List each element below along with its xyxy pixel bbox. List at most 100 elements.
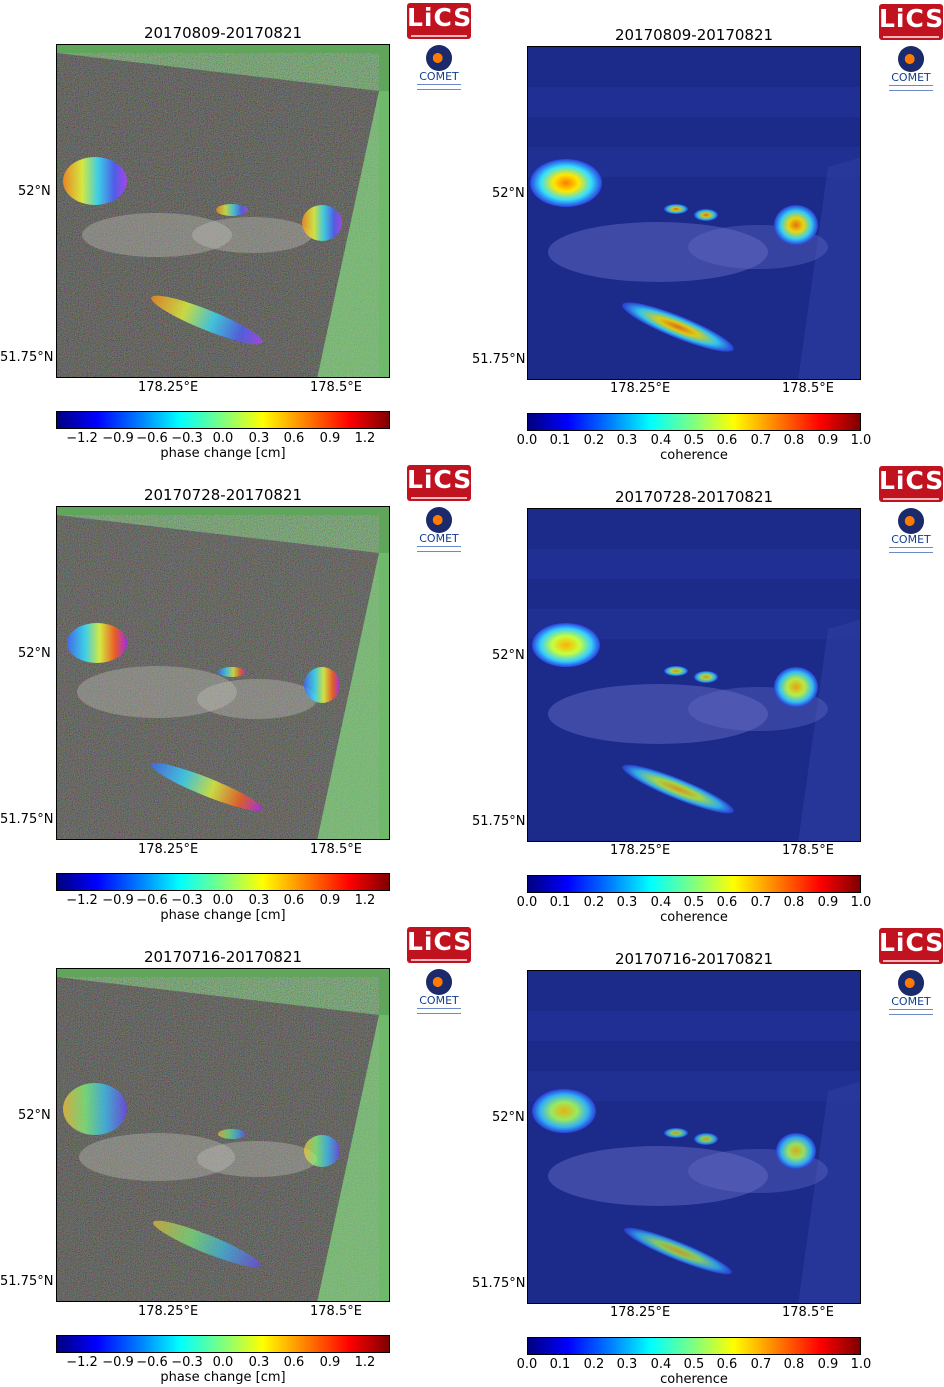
colorbar-tick: −0.6 xyxy=(136,1355,168,1370)
coherence-panel-title: 20170716-20170821 xyxy=(614,950,774,968)
colorbar-tick: 0.6 xyxy=(716,895,738,910)
phase-map-image xyxy=(57,45,389,377)
colorbar-tick: −1.2 xyxy=(66,431,98,446)
lat-tick: 51.75°N xyxy=(472,814,526,829)
coherence-map-image xyxy=(528,47,860,379)
phase-map-image xyxy=(57,969,389,1301)
colorbar-tick: 0.6 xyxy=(283,893,305,908)
lat-tick: 51.75°N xyxy=(472,352,526,367)
lics-logo-text: LiCS xyxy=(407,465,473,494)
colorbar-tick: 0.0 xyxy=(516,433,538,448)
colorbar-tick: 0.9 xyxy=(319,893,341,908)
comet-logo-text: COMET xyxy=(419,532,459,545)
colorbar-tick: 0.3 xyxy=(616,433,638,448)
lics-logo-text: LiCS xyxy=(879,4,944,33)
comet-logo: COMET xyxy=(411,507,467,559)
colorbar-tick: −1.2 xyxy=(66,893,98,908)
colorbar-tick: 0.0 xyxy=(212,431,234,446)
coherence-map-image xyxy=(528,509,860,841)
colorbar-tick: 0.4 xyxy=(650,895,672,910)
colorbar-tick: −0.6 xyxy=(136,431,168,446)
colorbar-tick: 0.0 xyxy=(516,1357,538,1372)
comet-logo-text: COMET xyxy=(891,71,931,84)
coherence-colorbar-ticks: 0.0 0.1 0.2 0.3 0.4 0.5 0.6 0.7 0.8 0.9 … xyxy=(517,895,872,910)
phase-panel-2: 20170728-20170821 xyxy=(0,462,472,924)
lics-logo: LiCS xyxy=(879,4,943,40)
lon-tick: 178.5°E xyxy=(310,842,362,857)
phase-colorbar xyxy=(56,1335,390,1353)
lon-tick: 178.5°E xyxy=(310,380,362,395)
colorbar-tick: 0.0 xyxy=(212,893,234,908)
coherence-colorbar xyxy=(527,413,861,431)
comet-logo-text: COMET xyxy=(419,994,459,1007)
phase-panel-3: 20170716-20170821 xyxy=(0,924,472,1386)
colorbar-tick: 0.1 xyxy=(549,1357,571,1372)
colorbar-tick: 1.2 xyxy=(354,893,376,908)
coherence-colorbar-ticks: 0.0 0.1 0.2 0.3 0.4 0.5 0.6 0.7 0.8 0.9 … xyxy=(517,1357,872,1372)
colorbar-tick: 0.6 xyxy=(283,1355,305,1370)
colorbar-tick: 0.2 xyxy=(583,895,605,910)
lat-tick: 52°N xyxy=(492,1110,525,1125)
colorbar-tick: 0.3 xyxy=(248,431,270,446)
lon-tick: 178.25°E xyxy=(138,1304,199,1319)
lat-tick: 51.75°N xyxy=(0,350,54,365)
coherence-colorbar xyxy=(527,1337,861,1355)
colorbar-tick: −0.3 xyxy=(171,893,203,908)
lon-tick: 178.25°E xyxy=(610,381,671,396)
colorbar-tick: 1.0 xyxy=(850,1357,872,1372)
colorbar-tick: 0.9 xyxy=(319,431,341,446)
lon-tick: 178.25°E xyxy=(610,1305,671,1320)
comet-logo-icon xyxy=(898,970,924,996)
colorbar-tick: 0.4 xyxy=(650,1357,672,1372)
colorbar-tick: 0.8 xyxy=(783,1357,805,1372)
colorbar-tick: 0.8 xyxy=(783,433,805,448)
lics-logo-text: LiCS xyxy=(407,3,473,32)
colorbar-tick: 0.9 xyxy=(817,895,839,910)
colorbar-tick: 0.9 xyxy=(817,433,839,448)
lics-logo: LiCS xyxy=(879,928,943,964)
lon-tick: 178.5°E xyxy=(782,381,834,396)
colorbar-tick: 0.0 xyxy=(516,895,538,910)
lon-tick: 178.5°E xyxy=(310,1304,362,1319)
comet-logo: COMET xyxy=(883,46,939,98)
comet-logo-icon xyxy=(898,46,924,72)
lat-tick: 52°N xyxy=(18,646,51,661)
lics-logo-text: LiCS xyxy=(407,927,473,956)
coherence-panel-2: 20170728-20170821 52°N 51.75°N 178.25°E … xyxy=(472,462,944,925)
colorbar-tick: 0.9 xyxy=(319,1355,341,1370)
colorbar-tick: 0.5 xyxy=(683,895,705,910)
coherence-map xyxy=(527,46,861,380)
colorbar-tick: −0.3 xyxy=(171,431,203,446)
phase-colorbar-ticks: −1.2 −0.9 −0.6 −0.3 0.0 0.3 0.6 0.9 1.2 xyxy=(56,893,390,908)
colorbar-tick: −0.6 xyxy=(136,893,168,908)
colorbar-tick: 0.5 xyxy=(683,433,705,448)
colorbar-tick: 0.2 xyxy=(583,433,605,448)
coherence-panel-title: 20170809-20170821 xyxy=(614,26,774,44)
lics-logo-text: LiCS xyxy=(879,466,944,495)
coherence-colorbar-label: coherence xyxy=(660,448,728,463)
colorbar-tick: 0.3 xyxy=(248,893,270,908)
coherence-colorbar-label: coherence xyxy=(660,1372,728,1387)
phase-map xyxy=(56,506,390,840)
phase-panel-title: 20170809-20170821 xyxy=(143,24,303,42)
colorbar-tick: 0.7 xyxy=(750,433,772,448)
coherence-map xyxy=(527,508,861,842)
phase-colorbar xyxy=(56,873,390,891)
colorbar-tick: 0.0 xyxy=(212,1355,234,1370)
colorbar-tick: 0.8 xyxy=(783,895,805,910)
coherence-panel-1: 20170809-20170821 52°N 51.75°N 178.25°E … xyxy=(472,0,944,463)
coherence-panel-3: 20170716-20170821 52°N 51.75°N 178.25°E … xyxy=(472,924,944,1387)
lat-tick: 51.75°N xyxy=(472,1276,526,1291)
colorbar-tick: 1.0 xyxy=(850,895,872,910)
comet-logo-text: COMET xyxy=(419,70,459,83)
coherence-colorbar-label: coherence xyxy=(660,910,728,925)
lat-tick: 52°N xyxy=(18,1108,51,1123)
coherence-colorbar-ticks: 0.0 0.1 0.2 0.3 0.4 0.5 0.6 0.7 0.8 0.9 … xyxy=(517,433,872,448)
lat-tick: 51.75°N xyxy=(0,812,54,827)
phase-colorbar-label: phase change [cm] xyxy=(160,446,286,461)
lics-logo: LiCS xyxy=(407,927,471,963)
comet-logo: COMET xyxy=(883,508,939,560)
comet-logo-icon xyxy=(426,507,452,533)
colorbar-tick: 0.7 xyxy=(750,1357,772,1372)
colorbar-tick: 0.6 xyxy=(283,431,305,446)
